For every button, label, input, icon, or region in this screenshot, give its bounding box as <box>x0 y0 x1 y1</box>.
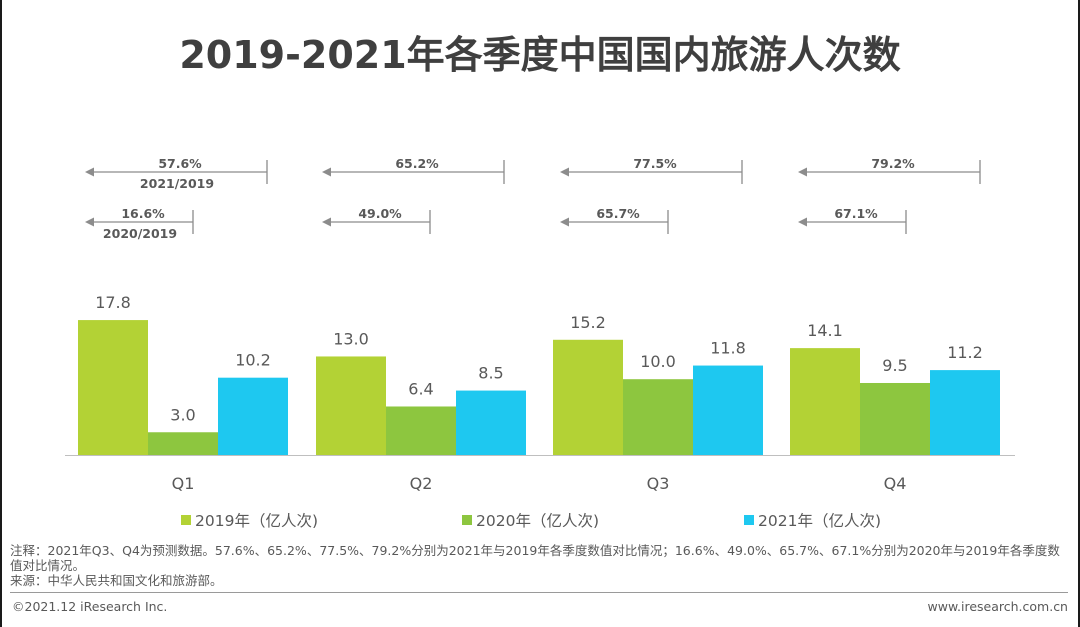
value-label-q3-2021: 11.8 <box>710 339 746 358</box>
bar-q1-2019 <box>78 320 148 455</box>
bar-q4-2021 <box>930 370 1000 455</box>
legend: 2019年（亿人次) 2020年（亿人次) 2021年（亿人次) <box>0 509 1080 531</box>
ratio-annotations: 57.6% 2021/2019 16.6% 2020/2019 65.2% 49.0% 77… <box>85 156 981 241</box>
right-border <box>1078 0 1080 627</box>
legend-item-2019: 2019年（亿人次) <box>181 509 318 531</box>
bar-q2-2021 <box>456 390 526 455</box>
value-label-q4-2021: 11.2 <box>947 343 983 362</box>
ratio-2021-q3: 77.5% <box>560 156 743 184</box>
bar-q4-2019 <box>790 348 860 455</box>
legend-item-2021: 2021年（亿人次) <box>744 509 881 531</box>
ratio-2021-q3-value: 77.5% <box>633 156 677 171</box>
value-label-q1-2021: 10.2 <box>235 351 271 370</box>
ratio-2021-q1-value: 57.6% <box>158 156 202 171</box>
copyright: ©2021.12 iResearch Inc. <box>12 599 168 614</box>
value-label-q1-2020: 3.0 <box>170 405 195 424</box>
arrow-left-icon <box>560 217 569 227</box>
category-labels: Q1 Q2 Q3 Q4 <box>172 474 907 493</box>
ratio-2021-q1-caption: 2021/2019 <box>140 176 214 191</box>
legend-swatch-2021 <box>744 515 754 525</box>
bar-q3-2020 <box>623 379 693 455</box>
source-text: 来源：中华人民共和国文化和旅游部。 <box>10 573 223 588</box>
category-label-q2: Q2 <box>410 474 433 493</box>
bar-q1-2021 <box>218 377 288 455</box>
bar-q2-2020 <box>386 406 456 455</box>
value-label-q2-2021: 8.5 <box>478 364 503 383</box>
legend-label-2019: 2019年（亿人次) <box>195 512 318 530</box>
ratio-2020-q1: 16.6% 2020/2019 <box>85 206 194 241</box>
bar-q4-2020 <box>860 382 930 455</box>
footer-divider <box>10 592 1068 593</box>
ratio-2020-q1-value: 16.6% <box>121 206 165 221</box>
chart-title: 2019-2021年各季度中国国内旅游人次数 <box>179 33 901 77</box>
value-labels: 17.8 3.0 10.2 13.0 6.4 8.5 15.2 10.0 11.8 14.1 9.5… <box>95 293 983 424</box>
value-label-q1-2019: 17.8 <box>95 293 131 312</box>
ratio-2020-q3: 65.7% <box>560 206 669 234</box>
legend-label-2020: 2020年（亿人次) <box>476 512 599 530</box>
arrow-left-icon <box>85 167 94 177</box>
value-label-q2-2019: 13.0 <box>333 329 369 348</box>
ratio-2021-q2-value: 65.2% <box>395 156 439 171</box>
bar-q3-2021 <box>693 365 763 455</box>
value-label-q3-2020: 10.0 <box>640 352 676 371</box>
ratio-2021-q2: 65.2% <box>322 156 505 184</box>
legend-swatch-2020 <box>462 515 472 525</box>
arrow-left-icon <box>85 217 94 227</box>
legend-label-2021: 2021年（亿人次) <box>758 512 881 530</box>
ratio-2021-q4: 79.2% <box>798 156 981 184</box>
note-text: 注释：2021年Q3、Q4为预测数据。57.6%、65.2%、77.5%、79.… <box>10 543 1060 573</box>
ratio-2020-q3-value: 65.7% <box>596 206 640 221</box>
arrow-left-icon <box>798 217 807 227</box>
legend-item-2020: 2020年（亿人次) <box>462 509 599 531</box>
ratio-2021-q4-value: 79.2% <box>871 156 915 171</box>
bars <box>78 320 1000 455</box>
ratio-2020-q2: 49.0% <box>322 206 431 234</box>
arrow-left-icon <box>322 167 331 177</box>
category-label-q4: Q4 <box>884 474 907 493</box>
value-label-q3-2019: 15.2 <box>570 313 606 332</box>
left-border <box>0 0 2 627</box>
bar-q2-2019 <box>316 356 386 455</box>
website-link[interactable]: www.iresearch.com.cn <box>927 599 1069 614</box>
ratio-2020-q4-value: 67.1% <box>834 206 878 221</box>
arrow-left-icon <box>560 167 569 177</box>
value-label-q4-2019: 14.1 <box>807 321 843 340</box>
bar-q1-2020 <box>148 432 218 455</box>
notes: 注释：2021年Q3、Q4为预测数据。57.6%、65.2%、77.5%、79.… <box>10 543 1072 588</box>
ratio-2020-q1-caption: 2020/2019 <box>103 226 177 241</box>
value-label-q4-2020: 9.5 <box>882 356 907 375</box>
category-label-q3: Q3 <box>647 474 670 493</box>
bar-chart: 57.6% 2021/2019 16.6% 2020/2019 65.2% 49.0% 77… <box>65 156 1015 493</box>
category-label-q1: Q1 <box>172 474 195 493</box>
ratio-2020-q2-value: 49.0% <box>358 206 402 221</box>
value-label-q2-2020: 6.4 <box>408 379 433 398</box>
arrow-left-icon <box>798 167 807 177</box>
bar-q3-2019 <box>553 339 623 455</box>
ratio-2020-q4: 67.1% <box>798 206 907 234</box>
legend-swatch-2019 <box>181 515 191 525</box>
arrow-left-icon <box>322 217 331 227</box>
ratio-2021-q1: 57.6% 2021/2019 <box>85 156 268 191</box>
